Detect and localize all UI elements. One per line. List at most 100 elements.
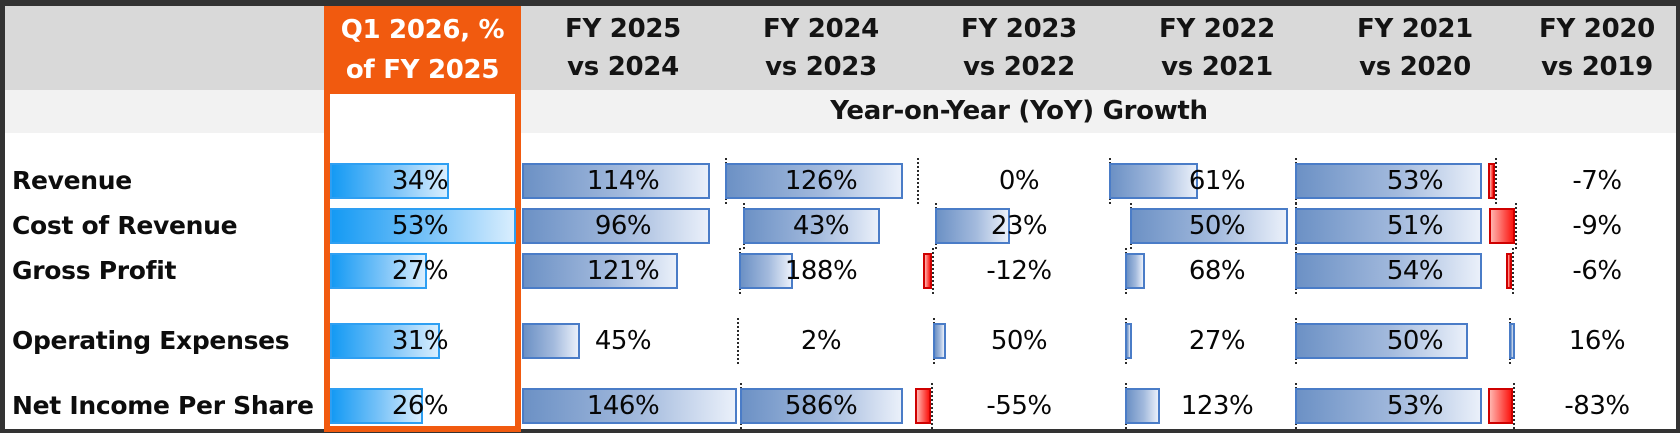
- negative-growth-bar: [915, 388, 931, 424]
- row-label: Operating Expenses: [12, 326, 290, 355]
- value-label: -9%: [1572, 211, 1622, 241]
- growth-bar: [522, 208, 710, 244]
- value-label: 2%: [800, 326, 842, 356]
- value-label: 96%: [594, 211, 652, 241]
- column-header-line: vs 2021: [1161, 52, 1273, 82]
- value-label: 27%: [1188, 326, 1246, 356]
- row-label: Revenue: [12, 166, 132, 195]
- growth-bar: [1295, 253, 1482, 289]
- row-label: Gross Profit: [12, 256, 177, 285]
- value-label: 53%: [1386, 166, 1444, 196]
- growth-bar: [522, 323, 580, 359]
- column-header: FY 2024 vs 2023: [722, 6, 920, 90]
- column-header: FY 2021 vs 2020: [1316, 6, 1514, 90]
- value-label: 126%: [784, 166, 858, 196]
- q1-value-label: 26%: [391, 391, 449, 421]
- q1-growth-bar: [330, 163, 449, 199]
- highlight-column-header: Q1 2026, % of FY 2025: [324, 6, 521, 94]
- growth-bar: [740, 388, 903, 424]
- column-header-line: vs 2022: [963, 52, 1075, 82]
- column-header-line: FY 2020: [1539, 14, 1655, 44]
- header-band: [5, 6, 1676, 90]
- value-label: 146%: [586, 391, 660, 421]
- growth-bar: [1130, 208, 1288, 244]
- value-label: 43%: [792, 211, 850, 241]
- column-header: FY 2022 vs 2021: [1118, 6, 1316, 90]
- growth-bar: [1125, 323, 1132, 359]
- value-label: 68%: [1188, 256, 1246, 286]
- subheader-band: [5, 90, 1676, 133]
- negative-growth-bar: [1488, 163, 1495, 199]
- growth-bar: [739, 253, 793, 289]
- column-header-line: FY 2024: [763, 14, 879, 44]
- value-label: -12%: [986, 256, 1052, 286]
- value-label: 16%: [1568, 326, 1626, 356]
- value-label: 121%: [586, 256, 660, 286]
- highlight-header-line2: of FY 2025: [345, 55, 500, 85]
- column-header-line: vs 2020: [1359, 52, 1471, 82]
- growth-bar: [1295, 323, 1468, 359]
- column-header-line: FY 2022: [1159, 14, 1275, 44]
- zero-axis: [931, 383, 933, 429]
- value-label: 53%: [1386, 391, 1444, 421]
- value-label: 61%: [1188, 166, 1246, 196]
- frame-top: [0, 0, 1680, 6]
- growth-bar: [1125, 388, 1160, 424]
- value-label: 23%: [990, 211, 1048, 241]
- q1-value-label: 31%: [391, 326, 449, 356]
- column-header: FY 2020 vs 2019: [1514, 6, 1680, 90]
- q1-value-label: 53%: [391, 211, 449, 241]
- zero-axis: [1512, 248, 1514, 294]
- growth-bar: [1295, 208, 1482, 244]
- column-header-line: FY 2021: [1357, 14, 1473, 44]
- column-header-line: vs 2019: [1541, 52, 1653, 82]
- negative-growth-bar: [923, 253, 932, 289]
- value-label: 586%: [784, 391, 858, 421]
- growth-bar: [1125, 253, 1145, 289]
- frame-left: [0, 0, 5, 433]
- row-label: Cost of Revenue: [12, 211, 238, 240]
- growth-bar: [1295, 163, 1482, 199]
- q1-growth-bar: [330, 323, 440, 359]
- value-label: -7%: [1572, 166, 1622, 196]
- column-header: FY 2025 vs 2024: [524, 6, 722, 90]
- zero-axis: [1495, 158, 1497, 204]
- zero-axis: [1513, 383, 1515, 429]
- value-label: 0%: [998, 166, 1040, 196]
- negative-growth-bar: [1506, 253, 1512, 289]
- frame-right: [1676, 0, 1680, 433]
- zero-axis: [737, 318, 739, 364]
- q1-growth-bar: [330, 253, 427, 289]
- q1-value-label: 34%: [391, 166, 449, 196]
- value-label: 50%: [990, 326, 1048, 356]
- value-label: 188%: [784, 256, 858, 286]
- value-label: 45%: [594, 326, 652, 356]
- growth-bar: [743, 208, 880, 244]
- value-label: 51%: [1386, 211, 1444, 241]
- growth-bar: [1109, 163, 1198, 199]
- value-label: 123%: [1180, 391, 1254, 421]
- subheader-title: Year-on-Year (YoY) Growth: [830, 96, 1208, 126]
- growth-bar: [935, 208, 1010, 244]
- value-label: 54%: [1386, 256, 1444, 286]
- column-header-line: vs 2023: [765, 52, 877, 82]
- value-label: 50%: [1188, 211, 1246, 241]
- column-header-line: FY 2023: [961, 14, 1077, 44]
- growth-bar: [522, 253, 678, 289]
- column-header-line: vs 2024: [567, 52, 679, 82]
- q1-value-label: 27%: [391, 256, 449, 286]
- growth-bar: [522, 163, 710, 199]
- growth-bar: [1509, 323, 1515, 359]
- q1-growth-bar: [330, 208, 516, 244]
- row-label: Net Income Per Share: [12, 391, 314, 420]
- frame-bottom: [0, 429, 1680, 433]
- value-label: 50%: [1386, 326, 1444, 356]
- growth-bar: [725, 163, 903, 199]
- value-label: 114%: [586, 166, 660, 196]
- growth-bar: [933, 323, 946, 359]
- zero-axis: [917, 158, 919, 204]
- growth-bar: [1295, 388, 1482, 424]
- value-label: -55%: [986, 391, 1052, 421]
- highlight-header-line1: Q1 2026, %: [340, 15, 505, 45]
